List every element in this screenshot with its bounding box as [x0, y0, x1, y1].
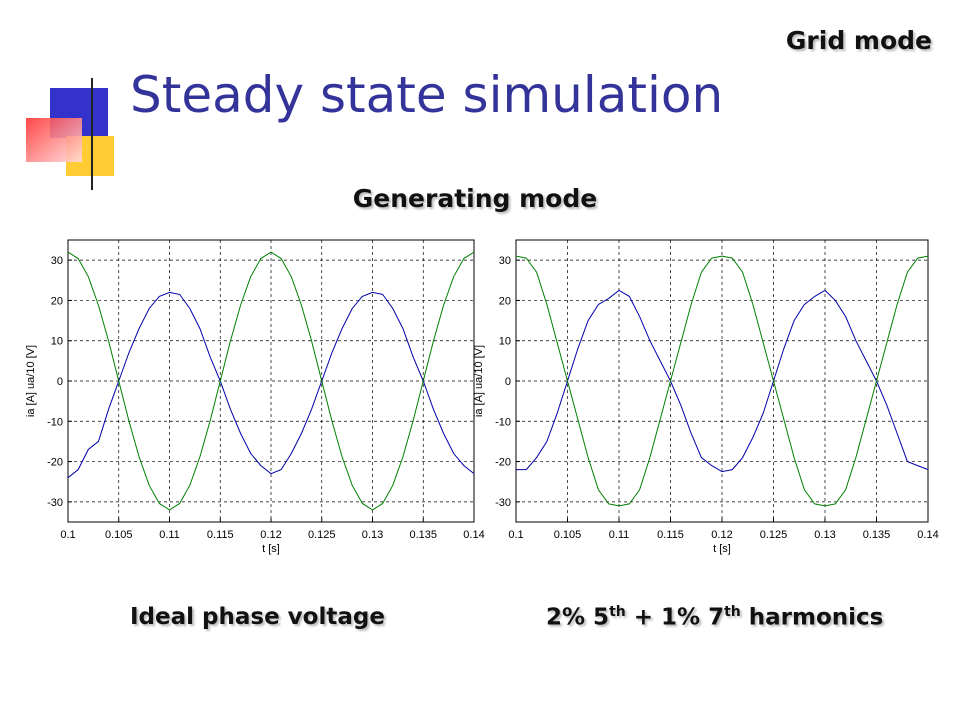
y-axis-label: ia [A] ua/10 [V] [473, 345, 485, 417]
caption-text: 2% 5 [546, 604, 610, 631]
caption-superscript: th [724, 604, 741, 620]
x-tick-label: 0.13 [814, 529, 835, 541]
y-tick-label: -30 [495, 497, 511, 509]
plot-frame [67, 239, 475, 523]
caption-text: + 1% 7 [625, 604, 725, 631]
series-line [67, 251, 475, 511]
chart-caption: Ideal phase voltage [130, 604, 385, 630]
y-tick-label: 0 [505, 376, 511, 388]
x-tick-label: 0.135 [409, 529, 437, 541]
x-tick-label: 0.12 [260, 529, 281, 541]
y-tick-label: -20 [47, 457, 63, 469]
series-line [67, 291, 475, 479]
y-tick-label: 30 [499, 255, 511, 267]
x-axis-label: t [s] [262, 543, 280, 555]
y-tick-label: 0 [57, 376, 63, 388]
caption-superscript: th [609, 604, 626, 620]
corner-label: Grid mode [785, 26, 932, 55]
slide-title: Steady state simulation [130, 66, 724, 124]
y-tick-label: -10 [47, 416, 63, 428]
y-tick-label: -20 [495, 457, 511, 469]
x-tick-label: 0.12 [711, 529, 732, 541]
series-line [516, 289, 929, 473]
x-tick-label: 0.125 [308, 529, 336, 541]
x-tick-label: 0.105 [554, 529, 582, 541]
x-tick-label: 0.125 [760, 529, 788, 541]
x-tick-label: 0.14 [463, 529, 484, 541]
y-tick-label: 30 [51, 255, 63, 267]
x-tick-label: 0.1 [508, 529, 523, 541]
y-tick-label: 10 [51, 336, 63, 348]
y-tick-label: -10 [495, 416, 511, 428]
y-tick-label: 20 [499, 295, 511, 307]
y-tick-label: 10 [499, 336, 511, 348]
y-axis-label: ia [A] ua/10 [V] [25, 345, 37, 417]
x-tick-label: 0.115 [207, 529, 234, 541]
x-tick-label: 0.105 [105, 529, 133, 541]
caption-text: Ideal phase voltage [130, 604, 385, 630]
x-axis-label: t [s] [713, 543, 731, 555]
y-tick-label: -30 [47, 497, 63, 509]
series-line [515, 255, 929, 507]
plot-frame [515, 239, 929, 523]
subtitle: Generating mode [352, 184, 598, 213]
caption-text: harmonics [740, 604, 884, 631]
x-tick-label: 0.135 [863, 529, 891, 541]
x-tick-label: 0.1 [60, 529, 75, 541]
x-tick-label: 0.11 [609, 529, 630, 541]
x-tick-label: 0.13 [362, 529, 383, 541]
y-tick-label: 20 [51, 295, 63, 307]
x-tick-label: 0.11 [159, 529, 180, 541]
x-tick-label: 0.14 [917, 529, 938, 541]
x-tick-label: 0.115 [657, 529, 684, 541]
chart-caption: 2% 5th + 1% 7th harmonics [546, 604, 883, 631]
